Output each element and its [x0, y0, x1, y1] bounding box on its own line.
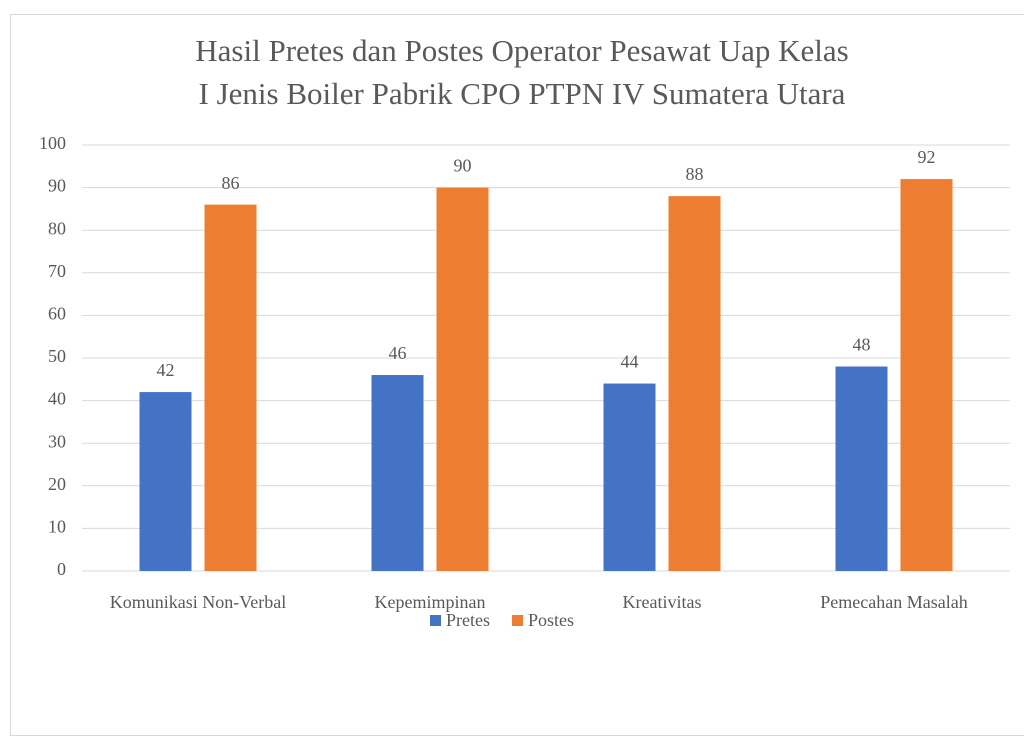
- y-tick-label: 0: [57, 559, 66, 579]
- y-tick-label: 80: [48, 218, 66, 238]
- bar: [139, 392, 192, 571]
- legend-swatch: [430, 615, 441, 626]
- x-tick-label: Kepemimpinan: [374, 592, 486, 612]
- legend-item: Postes: [512, 610, 574, 631]
- data-label: 46: [389, 343, 407, 363]
- legend-swatch: [512, 615, 523, 626]
- y-tick-label: 40: [48, 389, 66, 409]
- y-tick-label: 100: [39, 133, 66, 153]
- bar: [371, 375, 424, 571]
- bar: [204, 204, 257, 571]
- data-label: 88: [686, 164, 704, 184]
- y-tick-label: 60: [48, 304, 66, 324]
- bar: [436, 187, 489, 571]
- bar: [603, 383, 656, 571]
- legend-label: Pretes: [446, 610, 490, 630]
- bar: [900, 179, 953, 571]
- x-tick-label: Kreativitas: [622, 592, 702, 612]
- y-tick-label: 70: [48, 261, 66, 281]
- data-label: 86: [222, 173, 240, 193]
- chart: 0 10 20 30 40 50 60 70 80 90 100 42 86 46 90 44 88 48 92: [39, 133, 1010, 579]
- legend-item: Pretes: [430, 610, 490, 631]
- data-label: 92: [918, 147, 936, 167]
- bar: [835, 366, 888, 571]
- data-label: 44: [621, 352, 639, 372]
- y-tick-label: 50: [48, 346, 66, 366]
- y-tick-label: 10: [48, 517, 66, 537]
- x-tick-label: Komunikasi Non-Verbal: [109, 592, 287, 612]
- y-tick-label: 30: [48, 431, 66, 451]
- page: Hasil Pretes dan Postes Operator Pesawat…: [10, 14, 1024, 736]
- chart-title: Hasil Pretes dan Postes Operator Pesawat…: [195, 33, 849, 68]
- data-label: 48: [853, 335, 871, 355]
- legend-label: Postes: [528, 610, 575, 630]
- y-tick-label: 20: [48, 474, 66, 494]
- y-tick-label: 90: [48, 176, 66, 196]
- x-tick-label: Pemecahan Masalah: [820, 592, 968, 612]
- data-label: 90: [454, 156, 472, 176]
- bar: [668, 196, 721, 571]
- chart-title: I Jenis Boiler Pabrik CPO PTPN IV Sumate…: [198, 76, 846, 111]
- data-label: 42: [157, 360, 175, 380]
